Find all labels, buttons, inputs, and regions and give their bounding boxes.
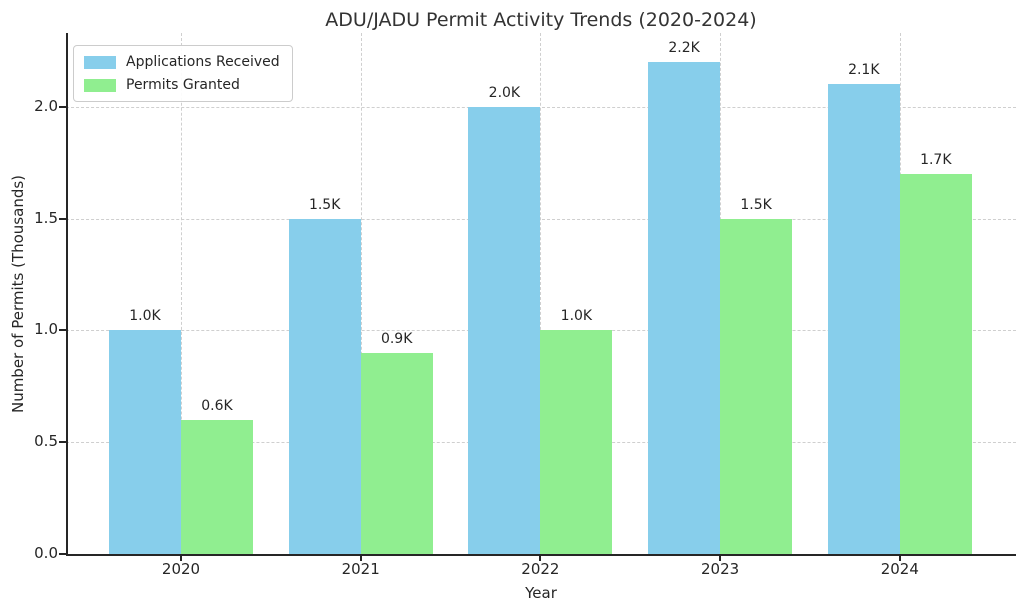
bar-value-label: 0.9K — [380, 330, 413, 347]
y-tick-mark — [59, 105, 66, 108]
bar-applications-received-2020 — [109, 330, 181, 554]
y-axis-label: Number of Permits (Thousands) — [9, 174, 27, 414]
bar-applications-received-2022 — [468, 106, 541, 554]
bar-permits-granted-2023 — [720, 218, 793, 554]
legend-item-applications: Applications Received — [84, 54, 280, 70]
y-tick-mark — [59, 441, 66, 444]
x-tick-mark — [719, 554, 722, 561]
x-gridline — [181, 33, 182, 554]
bar-permits-granted-2020 — [181, 419, 253, 554]
x-tick-label: 2022 — [521, 560, 560, 578]
x-tick-mark — [359, 554, 362, 561]
bar-applications-received-2024 — [827, 84, 900, 554]
x-tick-mark — [180, 554, 182, 561]
y-tick-label: 0.5 — [34, 432, 58, 451]
x-axis-label: Year — [525, 584, 557, 602]
x-tick-mark — [539, 554, 542, 561]
bar-applications-received-2021 — [288, 218, 361, 554]
x-tick-label: 2021 — [341, 560, 380, 578]
bar-value-label: 1.7K — [920, 151, 952, 168]
legend-label: Permits Granted — [126, 77, 240, 93]
x-tick-label: 2023 — [701, 560, 740, 578]
y-tick-mark — [59, 329, 66, 332]
bar-value-label: 1.0K — [560, 308, 593, 325]
legend-swatch-applications — [84, 55, 116, 69]
y-tick-label: 1.5 — [34, 208, 58, 227]
bar-permits-granted-2022 — [540, 330, 613, 554]
y-tick-mark — [59, 553, 66, 555]
bar-value-label: 2.2K — [668, 40, 700, 57]
legend: Applications Received Permits Granted — [73, 45, 293, 102]
x-tick-label: 2024 — [880, 560, 919, 578]
legend-swatch-granted — [84, 78, 116, 92]
y-tick-label: 0.0 — [34, 544, 58, 562]
bar-value-label: 1.5K — [308, 196, 341, 213]
x-gridline — [360, 33, 362, 554]
bar-value-label: 0.6K — [201, 397, 233, 414]
bar-applications-received-2023 — [648, 62, 721, 554]
chart-title: ADU/JADU Permit Activity Trends (2020-20… — [325, 9, 757, 31]
y-axis-spine — [66, 33, 68, 554]
x-tick-label: 2020 — [161, 560, 201, 578]
y-tick-label: 1.0 — [34, 320, 58, 339]
bar-value-label: 2.0K — [488, 84, 521, 101]
legend-item-granted: Permits Granted — [84, 77, 280, 93]
bar-value-label: 2.1K — [848, 62, 880, 79]
bar-permits-granted-2024 — [899, 173, 972, 554]
x-gridline — [540, 33, 542, 554]
y-tick-label: 2.0 — [34, 96, 58, 115]
plot-area: 1.0K 1.5K 2.0K 2.2K 2.1K 0.6K 0.9K 1.0K 1.5K 1.7K… — [66, 33, 1016, 556]
y-tick-mark — [59, 217, 66, 220]
x-tick-mark — [898, 554, 901, 561]
bar-permits-granted-2021 — [360, 352, 433, 554]
legend-label: Applications Received — [126, 54, 280, 70]
bar-value-label: 1.5K — [740, 196, 772, 213]
bar-value-label: 1.0K — [129, 308, 161, 325]
